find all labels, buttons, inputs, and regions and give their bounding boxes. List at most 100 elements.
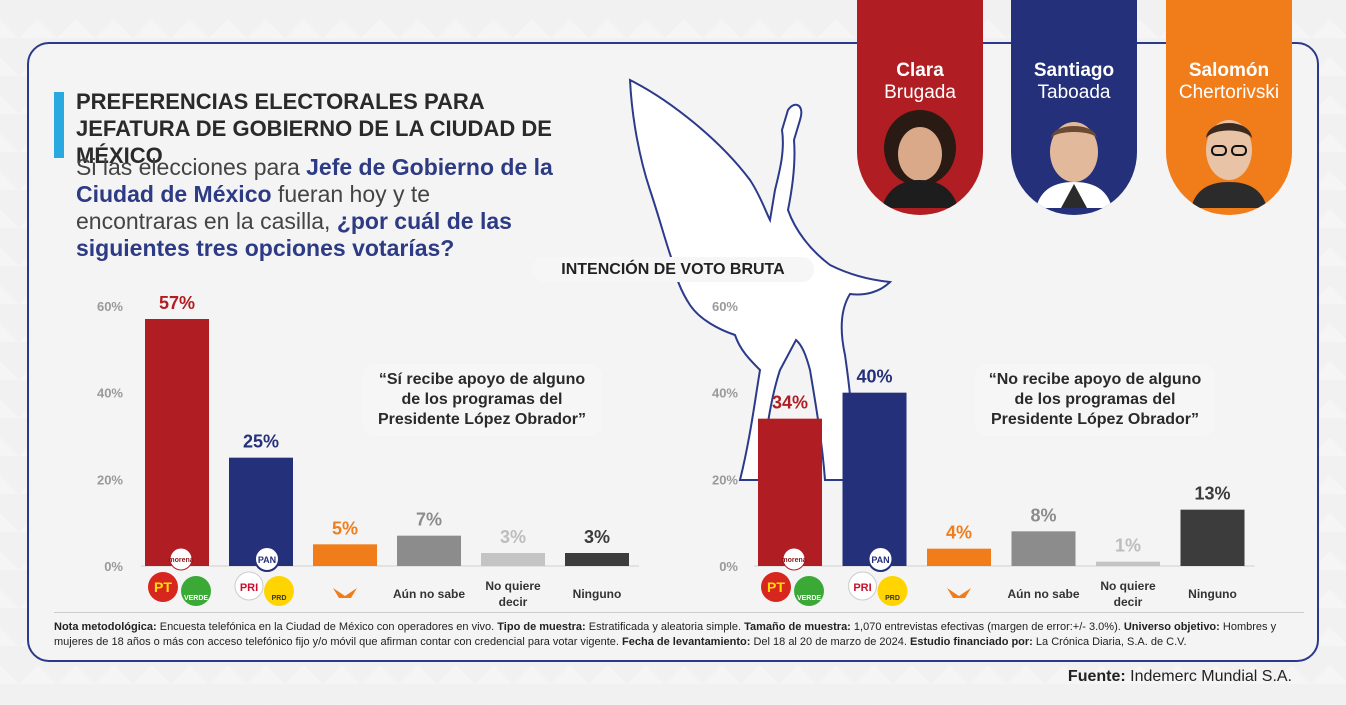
prd-logo-text: PRD <box>885 595 900 602</box>
pt-logo-text: PT <box>154 579 172 595</box>
verde-logo-icon <box>181 576 211 606</box>
note-value: Encuesta telefónica en la Ciudad de Méxi… <box>156 621 498 633</box>
y-tick-label: 60% <box>712 299 738 314</box>
bar-value-label: 3% <box>500 527 526 547</box>
quote-right: “No recibe apoyo de alguno de los progra… <box>975 364 1215 436</box>
candidate-portrait-icon <box>882 110 958 208</box>
y-tick-label: 40% <box>712 386 738 401</box>
x-label-aun-no-sabe: Aún no sabe <box>393 587 465 601</box>
pri-logo-icon <box>848 571 877 601</box>
morena-logo-text: morena <box>781 557 806 564</box>
candidate-last-name: Brugada <box>884 82 956 103</box>
candidate-portrait-icon <box>1191 120 1267 208</box>
candidate-first-name: Salomón <box>1188 60 1270 81</box>
bar-value-label: 5% <box>332 518 358 538</box>
bar <box>397 535 461 566</box>
x-label-no-quiere-decir-1: No quiere <box>1100 579 1156 593</box>
note-value: 1,070 entrevistas efectivas (margen de e… <box>850 621 1124 633</box>
quote-left: “Sí recibe apoyo de alguno de los progra… <box>362 364 602 436</box>
x-label-no-quiere-decir-1: No quiere <box>485 579 541 593</box>
candidate-first-name: Santiago <box>1033 60 1115 81</box>
morena-logo-text: morena <box>168 557 193 564</box>
bar-value-label: 3% <box>584 527 610 547</box>
pt-logo-icon <box>148 572 178 602</box>
y-tick-label: 20% <box>712 472 738 487</box>
note-value: Hombres y mujeres de 18 años o más con a… <box>54 621 1277 648</box>
question-highlight-1: Jefe de Gobierno de la Ciudad de México <box>76 154 553 207</box>
methodology-note: Nota metodológica: Encuesta telefónica e… <box>54 620 1304 650</box>
note-key: Fecha de levantamiento: <box>622 636 751 648</box>
bar <box>313 544 377 566</box>
note-key: Tamaño de muestra: <box>744 621 851 633</box>
pan-logo-text: PAN <box>871 555 889 565</box>
verde-logo-icon <box>794 576 824 606</box>
mc-logo-icon <box>333 588 357 598</box>
question-part-1: Si las elecciones para <box>76 154 307 180</box>
candidate-card-chertorivski: Salomón Chertorivski <box>1166 0 1292 215</box>
bar <box>758 418 822 566</box>
title-accent-bar <box>54 92 64 158</box>
y-tick-label: 0% <box>719 559 738 574</box>
note-key: Tipo de muestra: <box>497 621 586 633</box>
note-key: Nota metodológica: <box>54 621 157 633</box>
candidate-last-name: Chertorivski <box>1178 82 1280 103</box>
bar-value-label: 34% <box>772 393 808 413</box>
question-highlight-2: ¿por cuál de las siguientes tres opcione… <box>76 208 512 261</box>
bar <box>1011 531 1076 566</box>
x-label-no-quiere-decir-2: decir <box>1114 595 1143 609</box>
bar <box>145 319 209 566</box>
bar-value-label: 7% <box>416 510 442 530</box>
survey-question: Si las elecciones para Jefe de Gobierno … <box>76 154 556 262</box>
chart-banner: INTENCIÓN DE VOTO BRUTA <box>532 257 814 282</box>
bar-value-label: 13% <box>1194 484 1230 504</box>
question-part-2: fueran hoy y te encontraras en la casill… <box>76 181 431 234</box>
candidate-card-brugada: Clara Brugada <box>857 0 983 215</box>
note-key: Universo objetivo: <box>1123 621 1220 633</box>
x-label-ninguno: Ninguno <box>573 587 622 601</box>
candidate-first-name: Clara <box>896 60 944 81</box>
x-label-ninguno: Ninguno <box>1188 587 1237 601</box>
mc-logo-icon <box>947 588 971 598</box>
candidate-card-taboada: Santiago Taboada <box>1011 0 1137 215</box>
x-label-aun-no-sabe: Aún no sabe <box>1007 587 1079 601</box>
bar <box>481 553 545 566</box>
pan-logo-text: PAN <box>258 555 276 565</box>
divider <box>54 612 1304 613</box>
prd-logo-text: PRD <box>272 595 287 602</box>
note-key: Estudio financiado por: <box>910 636 1033 648</box>
candidate-portrait-icon <box>1036 122 1112 208</box>
pri-logo-icon <box>234 571 264 601</box>
morena-logo-icon <box>169 547 193 571</box>
source-credit: Fuente: Indemerc Mundial S.A. <box>1068 668 1292 686</box>
prd-logo-icon <box>877 576 908 606</box>
bar-value-label: 57% <box>159 293 195 313</box>
bar <box>842 392 907 566</box>
note-value: La Crónica Diaria, S.A. de C.V. <box>1032 636 1187 648</box>
pri-logo-text: PRI <box>853 582 871 594</box>
x-label-no-quiere-decir-2: decir <box>499 595 528 609</box>
bar-value-label: 40% <box>856 367 892 387</box>
bar <box>1096 561 1160 566</box>
pt-logo-icon <box>761 572 791 602</box>
source-value: Indemerc Mundial S.A. <box>1125 668 1292 685</box>
bar <box>927 548 991 566</box>
bar-value-label: 4% <box>946 523 972 543</box>
note-value: Del 18 al 20 de marzo de 2024. <box>750 636 911 648</box>
y-tick-label: 20% <box>97 472 123 487</box>
verde-logo-text: VERDE <box>797 595 821 602</box>
pt-logo-text: PT <box>767 579 785 595</box>
y-tick-label: 60% <box>97 299 123 314</box>
pri-logo-text: PRI <box>240 582 258 594</box>
page-title: PREFERENCIAS ELECTORALES PARA JEFATURA D… <box>76 88 636 169</box>
prd-logo-icon <box>264 576 294 606</box>
pan-logo-icon <box>867 546 894 572</box>
title-line-2: JEFATURA DE GOBIERNO DE LA CIUDAD DE MÉX… <box>76 116 552 168</box>
bar-value-label: 25% <box>243 432 279 452</box>
bar <box>565 553 629 566</box>
note-value: Estratificada y aleatoria simple. <box>585 621 745 633</box>
candidate-last-name: Taboada <box>1037 82 1111 103</box>
y-tick-label: 40% <box>97 386 123 401</box>
verde-logo-text: VERDE <box>184 595 208 602</box>
title-line-1: PREFERENCIAS ELECTORALES PARA <box>76 89 485 114</box>
